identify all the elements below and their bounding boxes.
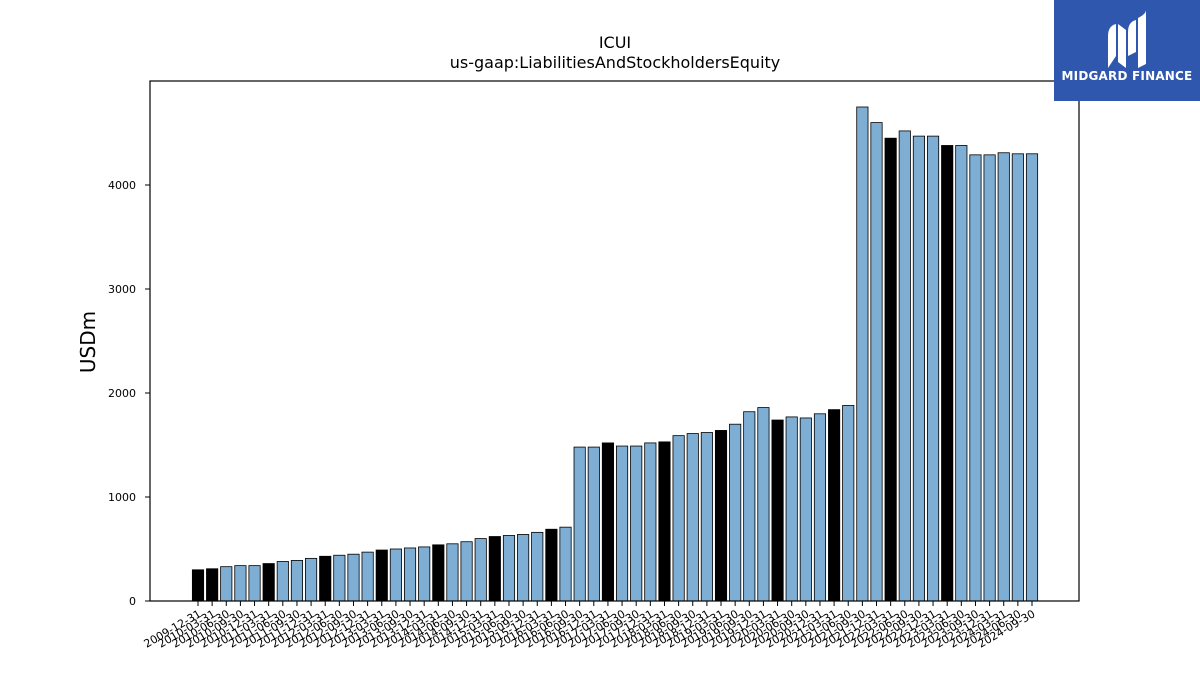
bar-2012-09-30 <box>347 553 360 602</box>
logo-text: MIDGARD FINANCE <box>1061 69 1193 83</box>
y-tick-label: 0 <box>129 595 136 608</box>
bar-2018-06-30 <box>672 435 685 602</box>
bar-2021-12-31 <box>870 122 883 602</box>
logo-mark-icon <box>1108 10 1146 68</box>
bar-2023-06-30 <box>955 145 968 602</box>
bar-2019-09-30 <box>743 411 756 602</box>
bar-2016-06-30 <box>559 526 572 602</box>
bar-2010-06-30 <box>220 566 233 602</box>
y-ticks-group: 0 1000 2000 3000 4000 <box>108 179 150 608</box>
bar-2016-09-30 <box>573 446 586 602</box>
bar-2022-06-30 <box>898 130 911 602</box>
y-tick-label: 2000 <box>108 387 136 400</box>
y-tick-label: 1000 <box>108 491 136 504</box>
bar-2013-03-31 <box>375 549 388 602</box>
bar-2014-06-30 <box>446 543 459 602</box>
chart-title: ICUI <box>599 33 631 52</box>
bar-2010-12-31 <box>248 565 261 602</box>
bar-2017-09-30 <box>630 445 643 602</box>
bar-2020-09-30 <box>799 417 812 602</box>
bar-2016-12-31 <box>587 446 600 602</box>
bar-2015-06-30 <box>502 535 516 602</box>
bar-2014-09-30 <box>460 541 473 602</box>
bar-2013-12-31 <box>418 546 431 602</box>
bar-2017-12-31 <box>644 442 657 602</box>
bar-2011-03-31 <box>262 563 275 602</box>
bar-2013-09-30 <box>403 547 417 602</box>
bar-2017-03-31 <box>601 442 614 602</box>
y-axis-label: USDm <box>76 311 100 373</box>
bar-2013-06-30 <box>389 548 402 602</box>
bar-2019-06-30 <box>729 423 742 602</box>
bar-2022-12-31 <box>927 135 940 602</box>
bar-2016-03-31 <box>545 528 558 602</box>
plot-frame <box>149 80 1080 602</box>
bar-2021-03-31 <box>828 409 841 602</box>
bar-2020-06-30 <box>785 416 798 602</box>
bars-group <box>191 106 1039 602</box>
bar-2014-12-31 <box>474 538 487 602</box>
bar-2011-06-30 <box>276 561 289 602</box>
bar-2015-09-30 <box>517 534 530 602</box>
bar-2024-03-31 <box>997 152 1010 602</box>
bar-2012-03-31 <box>319 555 332 602</box>
bar-2014-03-31 <box>432 544 445 602</box>
bar-2012-06-30 <box>333 554 346 602</box>
bar-2015-03-31 <box>488 536 501 602</box>
bar-2010-03-31 <box>206 568 219 602</box>
bar-2024-09-30 <box>1025 153 1039 602</box>
bar-2023-03-31 <box>941 145 954 602</box>
bar-2023-09-30 <box>969 154 982 602</box>
bar-2021-06-30 <box>842 405 855 602</box>
bar-2022-03-31 <box>884 137 897 602</box>
bar-2018-09-30 <box>686 433 699 602</box>
x-ticks-group: 2009-12-312010-03-312010-06-302010-09-30… <box>142 601 1038 651</box>
bar-2019-12-31 <box>757 407 770 602</box>
bar-2011-09-30 <box>290 560 304 602</box>
chart-subtitle: us-gaap:LiabilitiesAndStockholdersEquity <box>450 53 781 72</box>
bar-2011-12-31 <box>305 557 318 602</box>
midgard-finance-logo: MIDGARD FINANCE <box>1054 0 1200 101</box>
bar-2018-03-31 <box>658 441 671 602</box>
bar-2019-03-31 <box>714 430 728 602</box>
y-tick-label: 4000 <box>108 179 136 192</box>
bar-2018-12-31 <box>700 432 713 602</box>
bar-2009-12-31 <box>191 569 205 602</box>
bar-2024-06-30 <box>1011 153 1024 602</box>
bar-2010-09-30 <box>234 565 247 602</box>
bar-2022-09-30 <box>912 135 925 602</box>
bar-2015-12-31 <box>531 531 544 602</box>
y-tick-label: 3000 <box>108 283 136 296</box>
bar-2017-06-30 <box>616 445 629 602</box>
bar-2023-12-31 <box>983 154 996 602</box>
bar-2012-12-31 <box>361 551 374 602</box>
bar-2021-09-30 <box>856 106 869 602</box>
bar-2020-03-31 <box>771 419 784 602</box>
bar-2020-12-31 <box>813 413 827 602</box>
